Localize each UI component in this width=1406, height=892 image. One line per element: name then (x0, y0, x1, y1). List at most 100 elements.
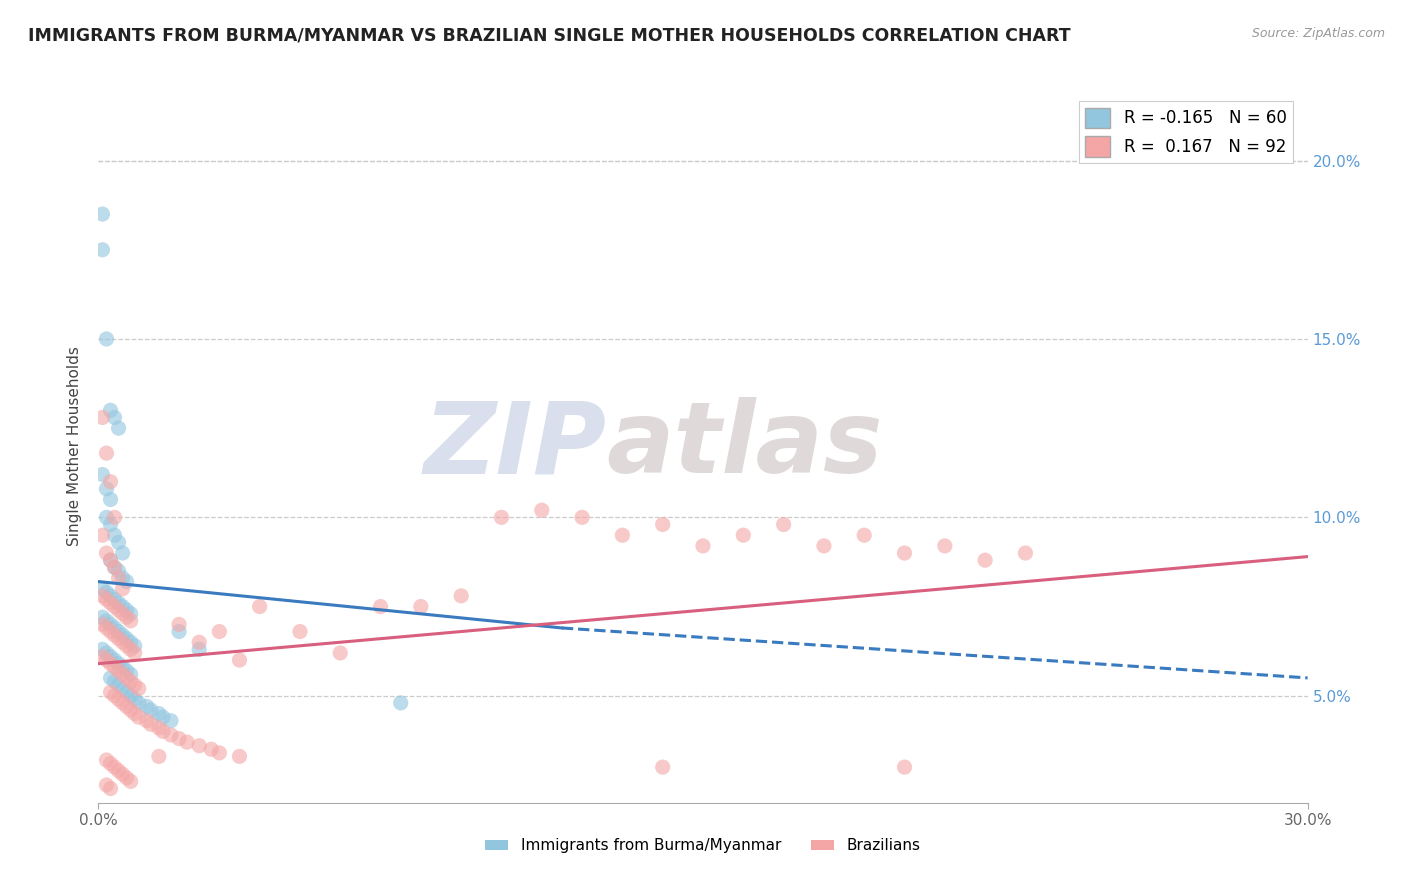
Point (530, 503, 553, 517)
Point (111, 599, 134, 614)
Point (733, 528, 755, 542)
Point (103, 674, 125, 689)
Point (120, 642, 142, 657)
Point (96, 653, 118, 667)
Point (100, 649, 122, 664)
Point (100, 492, 122, 507)
Point (100, 657, 122, 671)
Point (120, 674, 142, 689)
Point (100, 596, 122, 610)
Point (107, 596, 129, 610)
Point (107, 764, 129, 778)
Point (103, 560, 125, 574)
Point (120, 607, 142, 621)
Point (107, 421, 129, 435)
Point (139, 703, 162, 717)
Point (188, 635, 211, 649)
Point (160, 714, 183, 728)
Point (152, 724, 174, 739)
Point (96, 585, 118, 599)
Point (107, 564, 129, 578)
Point (651, 517, 673, 532)
Point (100, 756, 122, 771)
Point (491, 510, 513, 524)
Point (124, 639, 146, 653)
Point (148, 706, 170, 721)
Point (571, 510, 593, 524)
Point (115, 685, 138, 699)
Point (96, 621, 118, 635)
Point (96, 546, 118, 560)
Point (200, 742, 222, 756)
Point (120, 635, 142, 649)
Point (103, 528, 125, 542)
Point (107, 657, 129, 671)
Text: atlas: atlas (606, 398, 883, 494)
Point (91, 243, 114, 257)
Point (934, 539, 956, 553)
Legend: Immigrants from Burma/Myanmar, Brazilians: Immigrants from Burma/Myanmar, Brazilian… (479, 832, 927, 859)
Point (103, 621, 125, 635)
Point (100, 553, 122, 567)
Point (91, 617, 114, 632)
Point (115, 664, 138, 678)
Point (772, 517, 794, 532)
Point (111, 582, 134, 596)
Point (96, 614, 118, 628)
Point (249, 599, 271, 614)
Point (115, 671, 138, 685)
Point (128, 710, 150, 724)
Point (208, 746, 231, 760)
Point (107, 692, 129, 706)
Point (115, 632, 138, 646)
Point (107, 664, 129, 678)
Point (100, 475, 122, 489)
Point (329, 646, 352, 660)
Point (107, 632, 129, 646)
Point (853, 528, 876, 542)
Point (120, 614, 142, 628)
Point (91, 589, 114, 603)
Point (100, 671, 122, 685)
Point (124, 646, 146, 660)
Point (370, 599, 392, 614)
Point (111, 767, 134, 781)
Point (120, 689, 142, 703)
Point (148, 749, 170, 764)
Point (115, 574, 138, 589)
Point (107, 535, 129, 549)
Point (107, 678, 129, 692)
Point (111, 635, 134, 649)
Point (91, 642, 114, 657)
Point (692, 539, 714, 553)
Point (893, 546, 915, 560)
Point (107, 624, 129, 639)
Point (115, 771, 138, 785)
Point (91, 610, 114, 624)
Point (103, 689, 125, 703)
Point (1014, 546, 1036, 560)
Point (111, 667, 134, 681)
Point (107, 603, 129, 617)
Point (100, 617, 122, 632)
Point (91, 410, 114, 425)
Point (103, 510, 125, 524)
Point (107, 571, 129, 585)
Point (893, 760, 915, 774)
Point (100, 553, 122, 567)
Point (139, 717, 162, 731)
Point (111, 607, 134, 621)
Point (176, 735, 198, 749)
Point (100, 685, 122, 699)
Point (103, 660, 125, 674)
Point (135, 699, 157, 714)
Point (111, 546, 134, 560)
Point (135, 714, 157, 728)
Point (120, 667, 142, 681)
Point (96, 446, 118, 460)
Point (288, 624, 311, 639)
Text: IMMIGRANTS FROM BURMA/MYANMAR VS BRAZILIAN SINGLE MOTHER HOUSEHOLDS CORRELATION : IMMIGRANTS FROM BURMA/MYANMAR VS BRAZILI… (28, 27, 1071, 45)
Point (96, 592, 118, 607)
Point (188, 739, 211, 753)
Text: Source: ZipAtlas.com: Source: ZipAtlas.com (1251, 27, 1385, 40)
